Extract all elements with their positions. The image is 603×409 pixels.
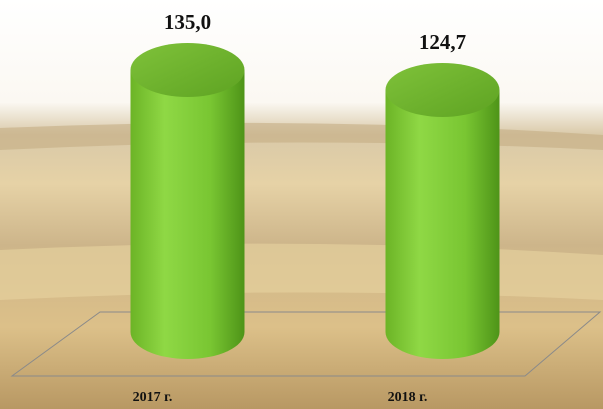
cylinder-body (131, 70, 245, 359)
x-tick-label: 2017 г. (133, 390, 173, 405)
x-tick-label: 2018 г. (388, 390, 428, 405)
field-band (0, 244, 603, 300)
value-label: 124,7 (419, 30, 466, 54)
value-label: 135,0 (164, 10, 211, 34)
cylinder (131, 43, 245, 359)
cylinder-top (131, 43, 245, 97)
cylinder (386, 63, 500, 359)
background (0, 0, 603, 409)
cylinder-body (386, 90, 500, 359)
cylinder-top (386, 63, 500, 117)
chart: 135,0 2017 г. 124,7 2018 г. (0, 0, 603, 409)
